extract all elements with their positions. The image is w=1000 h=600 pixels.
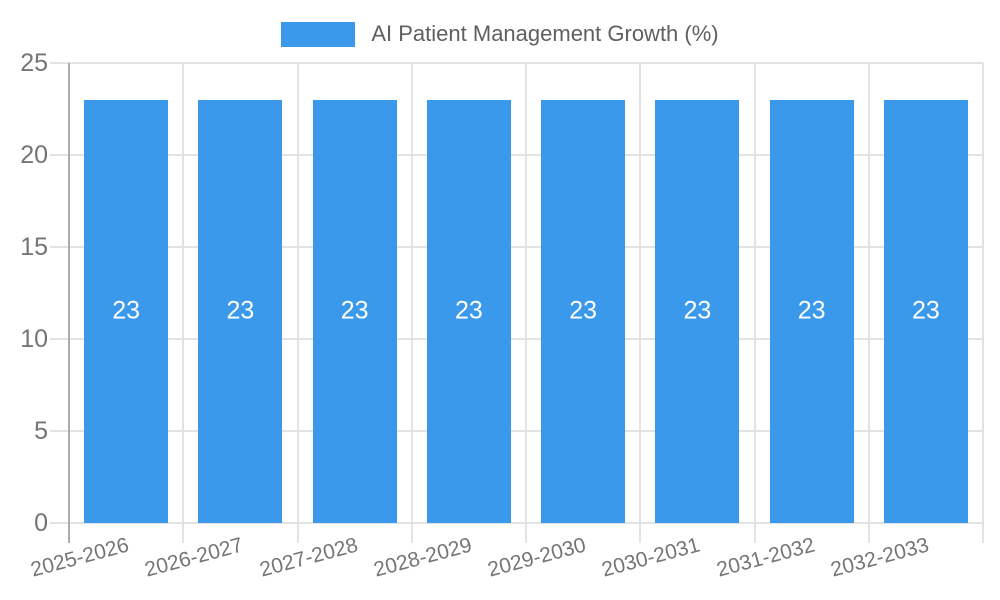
y-tick [50,338,69,340]
bar[interactable] [312,99,397,523]
x-axis-label: 2026-2027 [142,533,246,582]
bar[interactable] [655,99,740,523]
y-axis-label: 5 [34,417,48,445]
x-tick [753,523,756,543]
v-gridline [639,63,642,523]
x-tick [182,523,185,543]
x-axis-label: 2032-2033 [828,533,932,582]
v-gridline [982,63,984,523]
y-tick [50,246,69,248]
y-axis-label: 20 [20,141,48,169]
x-axis-label: 2030-2031 [599,533,703,582]
bar[interactable] [426,99,511,523]
bar-value-label: 23 [797,296,826,325]
x-tick [525,523,527,543]
bar-value-label: 23 [340,296,369,325]
bar-value-label: 23 [911,296,940,325]
legend-swatch [281,21,356,47]
bar[interactable] [883,99,968,523]
bar[interactable] [84,99,169,523]
bar[interactable] [198,99,283,523]
x-axis-label: 2029-2030 [485,533,589,582]
x-tick [296,523,299,543]
bar[interactable] [541,99,626,523]
x-axis-label: 2027-2028 [257,533,360,582]
x-axis-label: 2025-2026 [28,533,132,582]
x-tick [639,523,642,543]
legend-label: AI Patient Management Growth (%) [371,21,719,46]
y-axis-line [68,63,70,543]
x-axis-label: 2028-2029 [371,533,475,582]
v-gridline [867,63,870,523]
y-axis-label: 15 [20,233,48,261]
v-gridline [753,63,756,523]
bar-value-label: 23 [454,296,483,325]
y-axis-label: 25 [20,49,48,77]
v-gridline [296,63,299,523]
y-tick [50,62,69,64]
v-gridline [525,63,527,523]
bar[interactable] [769,99,854,523]
y-tick [50,430,69,432]
legend: AI Patient Management Growth (%) [0,21,1000,47]
x-axis-label: 2031-2032 [714,533,817,582]
bar-value-label: 23 [683,296,712,325]
x-tick [410,523,413,543]
y-tick [50,154,69,156]
bar-value-label: 23 [112,296,141,325]
v-gridline [410,63,413,523]
x-tick [982,523,984,543]
y-axis-label: 0 [34,509,48,537]
bar-value-label: 23 [569,296,598,325]
bar-value-label: 23 [226,296,255,325]
v-gridline [182,63,185,523]
x-tick [867,523,870,543]
y-axis-label: 10 [20,325,48,353]
y-tick [50,522,69,524]
